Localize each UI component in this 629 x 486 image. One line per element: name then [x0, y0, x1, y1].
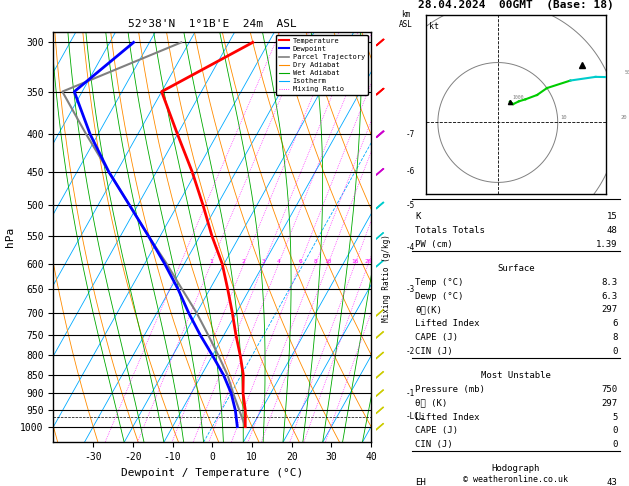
Text: Most Unstable: Most Unstable	[481, 371, 551, 380]
Text: Pressure (mb): Pressure (mb)	[415, 385, 485, 394]
Text: 3: 3	[262, 259, 266, 263]
Text: 6.3: 6.3	[601, 292, 618, 301]
Text: Dewp (°C): Dewp (°C)	[415, 292, 464, 301]
Text: Hodograph: Hodograph	[492, 464, 540, 473]
Text: © weatheronline.co.uk: © weatheronline.co.uk	[464, 474, 568, 484]
Text: CIN (J): CIN (J)	[415, 440, 453, 449]
Text: Temp (°C): Temp (°C)	[415, 278, 464, 287]
Text: 297: 297	[601, 305, 618, 314]
Text: kt: kt	[430, 22, 440, 31]
Text: -4: -4	[406, 243, 415, 252]
Text: 16: 16	[352, 259, 359, 263]
Legend: Temperature, Dewpoint, Parcel Trajectory, Dry Adiabat, Wet Adiabat, Isotherm, Mi: Temperature, Dewpoint, Parcel Trajectory…	[276, 35, 367, 95]
Text: 500: 500	[625, 70, 629, 75]
X-axis label: Dewpoint / Temperature (°C): Dewpoint / Temperature (°C)	[121, 468, 303, 478]
Text: K: K	[415, 212, 421, 221]
Text: 8: 8	[612, 333, 618, 342]
Text: CIN (J): CIN (J)	[415, 347, 453, 356]
Text: -LCL: -LCL	[406, 413, 424, 421]
Text: 5: 5	[612, 413, 618, 421]
Text: 1000: 1000	[513, 95, 525, 100]
Text: 1.39: 1.39	[596, 240, 618, 249]
Text: 6: 6	[298, 259, 302, 263]
Text: 15: 15	[607, 212, 618, 221]
Text: Lifted Index: Lifted Index	[415, 413, 480, 421]
Text: θᴄ (K): θᴄ (K)	[415, 399, 447, 408]
Text: -3: -3	[406, 285, 415, 294]
Text: -5: -5	[406, 201, 415, 210]
Text: -6: -6	[406, 167, 415, 176]
Text: 8: 8	[314, 259, 318, 263]
Text: 0: 0	[612, 347, 618, 356]
Text: 20: 20	[365, 259, 372, 263]
Text: θᴄ(K): θᴄ(K)	[415, 305, 442, 314]
Text: 4: 4	[277, 259, 281, 263]
Text: km
ASL: km ASL	[399, 10, 413, 29]
Text: -7: -7	[406, 130, 415, 139]
Text: 0: 0	[612, 440, 618, 449]
Text: PW (cm): PW (cm)	[415, 240, 453, 249]
Text: Mixing Ratio (g/kg): Mixing Ratio (g/kg)	[382, 234, 391, 322]
Text: CAPE (J): CAPE (J)	[415, 426, 458, 435]
Text: Totals Totals: Totals Totals	[415, 226, 485, 235]
Text: 6: 6	[612, 319, 618, 329]
Text: -1: -1	[406, 389, 415, 398]
Text: 2: 2	[242, 259, 246, 263]
Y-axis label: hPa: hPa	[4, 227, 14, 247]
Text: 43: 43	[607, 478, 618, 486]
Title: 52°38'N  1°1B'E  24m  ASL: 52°38'N 1°1B'E 24m ASL	[128, 19, 297, 30]
Text: 750: 750	[601, 385, 618, 394]
Text: 8.3: 8.3	[601, 278, 618, 287]
Text: 297: 297	[601, 399, 618, 408]
Text: 1: 1	[209, 259, 213, 263]
Text: 20: 20	[621, 116, 627, 121]
Text: 0: 0	[612, 426, 618, 435]
Text: Lifted Index: Lifted Index	[415, 319, 480, 329]
Text: 48: 48	[607, 226, 618, 235]
Text: 10: 10	[560, 116, 567, 121]
Text: -2: -2	[406, 347, 415, 356]
Text: Surface: Surface	[497, 264, 535, 273]
Text: 28.04.2024  00GMT  (Base: 18): 28.04.2024 00GMT (Base: 18)	[418, 0, 614, 10]
Text: CAPE (J): CAPE (J)	[415, 333, 458, 342]
Text: EH: EH	[415, 478, 426, 486]
Text: 10: 10	[325, 259, 332, 263]
